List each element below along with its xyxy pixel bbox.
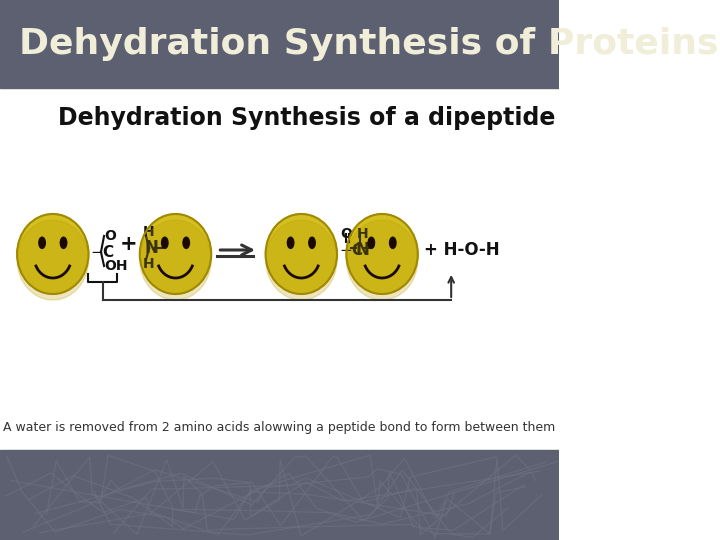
Ellipse shape [17,214,89,294]
Text: +: + [120,234,138,254]
Text: N: N [145,239,158,257]
Ellipse shape [266,214,337,294]
Text: O: O [104,229,116,243]
Ellipse shape [368,237,374,248]
Ellipse shape [161,237,168,248]
Ellipse shape [140,214,211,294]
Text: Dehydration Synthesis of a dipeptide: Dehydration Synthesis of a dipeptide [58,106,556,130]
Text: H: H [357,227,369,241]
Ellipse shape [309,237,315,248]
Ellipse shape [60,237,67,248]
Ellipse shape [17,220,89,300]
Text: Dehydration Synthesis of Proteins: Dehydration Synthesis of Proteins [19,27,719,61]
Ellipse shape [346,220,418,300]
Ellipse shape [346,214,418,294]
Text: A water is removed from 2 amino acids alowwing a peptide bond to form between th: A water is removed from 2 amino acids al… [4,422,556,435]
Ellipse shape [39,237,45,248]
Text: OH: OH [104,259,127,273]
Bar [0,0,559,88]
Text: H: H [143,257,155,271]
Text: $-$C: $-$C [90,244,115,260]
Ellipse shape [183,237,189,248]
Text: $-$C: $-$C [338,242,364,258]
Text: O: O [340,227,352,241]
Text: H: H [143,225,155,239]
Ellipse shape [266,220,337,300]
Ellipse shape [287,237,294,248]
Ellipse shape [140,220,211,300]
Text: N: N [356,241,369,259]
Bar [0,450,559,540]
Ellipse shape [390,237,396,248]
Text: + H-O-H: + H-O-H [424,241,500,259]
